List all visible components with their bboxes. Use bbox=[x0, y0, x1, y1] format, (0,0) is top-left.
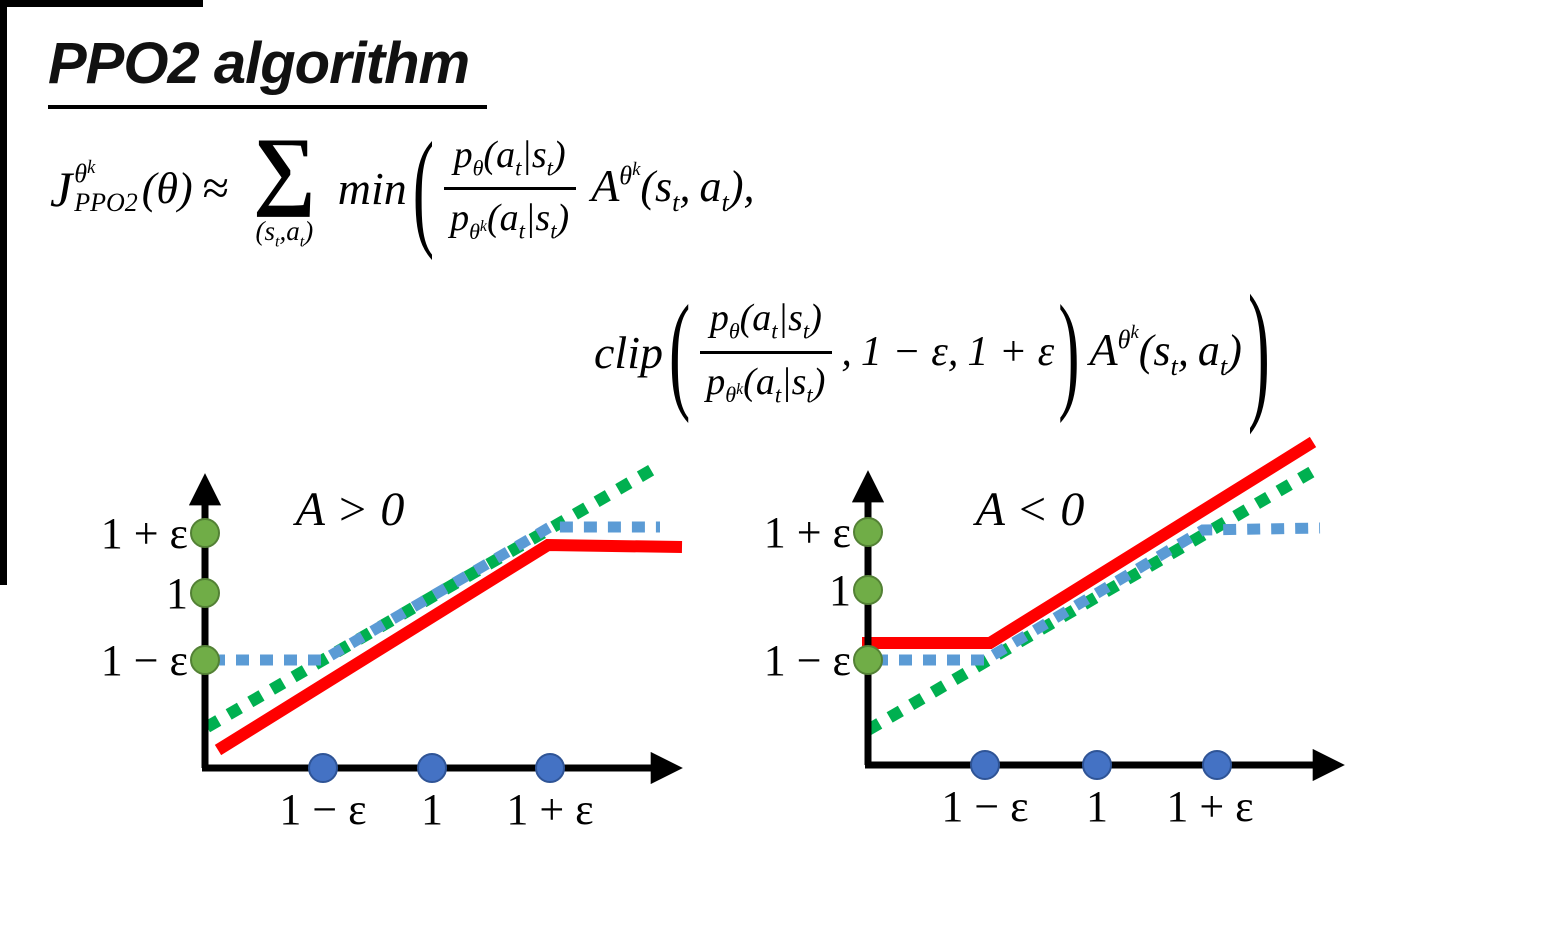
ratio-numerator: pθ(at|st) bbox=[699, 294, 832, 354]
identity-line-green bbox=[864, 461, 1324, 736]
J-subscript: PPO2 bbox=[74, 187, 138, 217]
approx-sign: ≈ bbox=[202, 162, 230, 216]
k-superscript: k bbox=[86, 156, 96, 178]
advantage-superscript: θk bbox=[619, 159, 641, 191]
sigma-symbol: ∑ bbox=[253, 121, 316, 218]
advantage-args: (st, at), bbox=[640, 162, 755, 218]
x-tick-label: 1 bbox=[421, 785, 443, 834]
advantage-args: (st, at) bbox=[1138, 325, 1242, 381]
page-title: PPO2 algorithm bbox=[48, 30, 488, 109]
objective-line-red bbox=[214, 538, 683, 756]
frame-left-edge bbox=[0, 0, 7, 585]
clip-line-blue bbox=[212, 521, 660, 666]
x-tick-dot bbox=[535, 753, 565, 783]
theta: θ bbox=[74, 159, 87, 189]
x-tick-label: 1 + ε bbox=[1166, 782, 1253, 831]
summation: ∑ (st,at) bbox=[253, 126, 316, 251]
y-tick-dot bbox=[853, 645, 883, 675]
x-tick-dot bbox=[1082, 750, 1112, 780]
x-tick-label: 1 bbox=[1086, 782, 1108, 831]
ratio-numerator: pθ(at|st) bbox=[443, 131, 576, 191]
y-tick-label: 1 + ε bbox=[101, 509, 188, 558]
big-close-paren: ) bbox=[1247, 265, 1270, 437]
y-tick-label: 1 + ε bbox=[764, 508, 851, 557]
identity-line-green bbox=[203, 462, 659, 733]
objective-J-scripts: θk PPO2 bbox=[74, 156, 138, 217]
frame-top-edge bbox=[0, 0, 203, 7]
objective-line-red bbox=[862, 436, 1317, 649]
y-tick-dot bbox=[853, 517, 883, 547]
x-tick-dot bbox=[308, 753, 338, 783]
y-tick-dot bbox=[190, 645, 220, 675]
clip-open-paren: ( bbox=[668, 278, 691, 424]
y-tick-label: 1 bbox=[829, 566, 851, 615]
summation-index: (st,at) bbox=[255, 216, 314, 251]
y-tick-dot bbox=[190, 518, 220, 548]
clip-close-paren: ) bbox=[1058, 278, 1080, 424]
y-tick-dot bbox=[853, 575, 883, 605]
plot-a-positive: 1 + ε 1 1 − ε 1 − ε 1 1 + ε A > 0 bbox=[101, 462, 683, 834]
formula-line-1: J θk PPO2 (θ) ≈ ∑ (st,at) min ( pθ(at|st… bbox=[50, 114, 755, 261]
advantage-term-2: Aθk(st, at) bbox=[1089, 322, 1242, 381]
x-tick-dot bbox=[417, 753, 447, 783]
probability-ratio-2: pθ(at|st) pθk(at|st) bbox=[696, 294, 835, 410]
x-tick-label: 1 − ε bbox=[941, 782, 1028, 831]
x-tick-dot bbox=[970, 750, 1000, 780]
clip-operator: clip bbox=[594, 326, 663, 378]
x-tick-label: 1 − ε bbox=[279, 785, 366, 834]
y-tick-label: 1 − ε bbox=[101, 636, 188, 685]
plot-a-negative: 1 + ε 1 1 − ε 1 − ε 1 1 + ε A < 0 bbox=[764, 436, 1345, 831]
x-tick-dot bbox=[1202, 750, 1232, 780]
J-superscript: θk bbox=[74, 156, 96, 189]
ratio-denominator: pθk(at|st) bbox=[450, 197, 570, 244]
y-tick-dot bbox=[190, 578, 220, 608]
clip-bounds: ,1 − ε, 1 + ε bbox=[841, 329, 1055, 376]
clip-line-blue bbox=[875, 522, 1321, 666]
advantage-term: Aθk(st, at), bbox=[591, 159, 755, 218]
probability-ratio: pθ(at|st) pθk(at|st) bbox=[440, 131, 579, 247]
y-tick-label: 1 bbox=[166, 569, 188, 618]
big-open-paren: ( bbox=[412, 114, 435, 261]
theta-argument: (θ) bbox=[141, 164, 193, 214]
x-tick-label: 1 + ε bbox=[506, 785, 593, 834]
advantage-superscript: θk bbox=[1117, 322, 1139, 354]
formula-line-2: clip ( pθ(at|st) pθk(at|st) ,1 − ε, 1 + ε… bbox=[580, 273, 1272, 428]
plot-title: A > 0 bbox=[293, 483, 405, 536]
plot-title: A < 0 bbox=[973, 483, 1085, 536]
ratio-denominator: pθk(at|st) bbox=[706, 360, 826, 408]
y-tick-label: 1 − ε bbox=[764, 636, 851, 685]
objective-J: J bbox=[50, 160, 73, 217]
min-operator: min bbox=[337, 163, 407, 215]
